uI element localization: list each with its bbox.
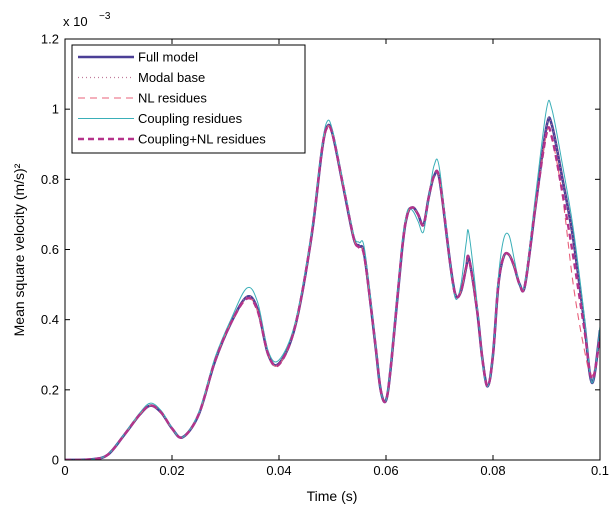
x-tick-label: 0.02: [159, 463, 184, 478]
series-group: [65, 99, 600, 460]
y-tick-label: 1.2: [41, 32, 59, 47]
y-axis-label: Mean square velocity (m/s)²: [11, 163, 27, 336]
x-axis-label: Time (s): [307, 488, 358, 504]
legend-label-5: Coupling+NL residues: [138, 132, 266, 147]
legend-label-4: Coupling residues: [138, 111, 243, 126]
legend-label-2: Modal base: [138, 70, 205, 85]
x-tick-label: 0.08: [480, 463, 505, 478]
x-tick-label: 0.1: [591, 463, 609, 478]
x-tick-label: 0.04: [266, 463, 291, 478]
exponent-power: −3: [99, 11, 111, 22]
ticks: 0 0.02 0.04 0.06 0.08 0.1 0 0.2 0.4 0.6 0.8 1 1.2: [41, 32, 609, 479]
y-tick-label: 1: [52, 102, 59, 117]
y-tick-label: 0: [52, 453, 59, 468]
plot-area: [65, 99, 600, 460]
legend-label-3: NL residues: [138, 91, 207, 106]
exponent-prefix: x 10: [63, 14, 88, 29]
x-tick-label: 0.06: [373, 463, 398, 478]
y-tick-label: 0.2: [41, 382, 59, 397]
y-tick-label: 0.4: [41, 312, 59, 327]
legend-label-1: Full model: [138, 50, 198, 65]
y-tick-label: 0.6: [41, 242, 59, 257]
series-line-4: [65, 99, 600, 460]
legend: Full model Modal base NL residues Coupling …: [71, 44, 306, 154]
x-tick-label: 0: [61, 463, 68, 478]
legend-box: [71, 44, 306, 154]
series-line-5: [65, 124, 600, 460]
y-tick-label: 0.8: [41, 172, 59, 187]
